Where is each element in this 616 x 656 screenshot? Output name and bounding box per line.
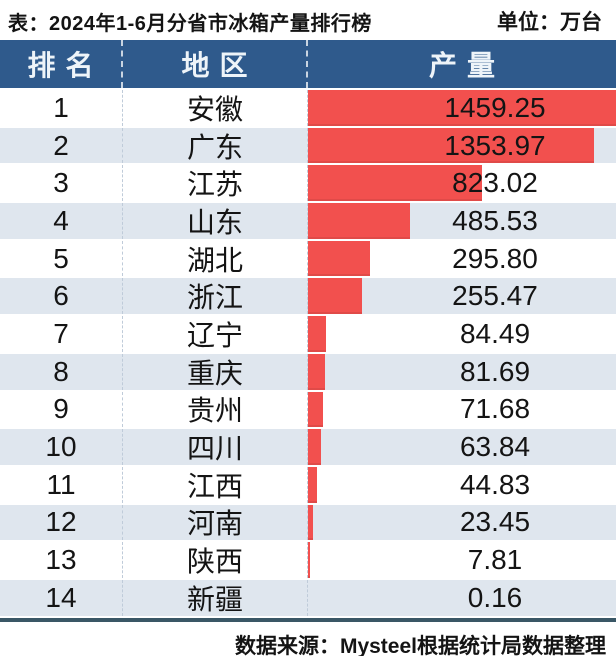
table-row: 7 辽宁 84.49 [0, 316, 616, 352]
region-cell: 贵州 [123, 391, 308, 428]
value-label: 0.16 [467, 581, 523, 613]
column-header-region: 地区 [123, 40, 308, 88]
value-label: 63.84 [459, 431, 531, 463]
title-bar: 表：2024年1-6月分省市冰箱产量排行榜 单位：万台 [0, 0, 616, 40]
value-label: 1459.25 [444, 91, 546, 123]
value-label: 84.49 [459, 317, 531, 349]
region-cell: 河南 [123, 504, 308, 541]
region-cell: 江西 [123, 466, 308, 503]
region-cell: 山东 [123, 203, 308, 239]
rank-cell: 3 [0, 165, 123, 202]
value-cell: 485.53 [308, 203, 616, 239]
value-cell: 295.80 [308, 240, 616, 277]
value-bar [308, 203, 411, 239]
table-row: 11 江西 44.83 [0, 466, 616, 503]
value-label: 295.80 [452, 242, 538, 274]
table-header-row: 排名 地区 产量 [0, 40, 616, 88]
value-label: 71.68 [459, 393, 531, 425]
value-cell: 71.68 [308, 391, 616, 428]
value-bar [308, 240, 371, 277]
rank-cell: 10 [0, 429, 123, 465]
table-row: 2 广东 1353.97 [0, 127, 616, 164]
value-label: 44.83 [459, 468, 531, 500]
table-row: 9 贵州 71.68 [0, 391, 616, 428]
value-bar [308, 429, 322, 465]
rank-cell: 9 [0, 391, 123, 428]
value-cell: 255.47 [308, 278, 616, 315]
value-label: 255.47 [452, 280, 538, 312]
page-title: 表：2024年1-6月分省市冰箱产量排行榜 [8, 12, 372, 35]
region-cell: 陕西 [123, 542, 308, 578]
table-row: 3 江苏 823.02 [0, 165, 616, 202]
rank-cell: 11 [0, 466, 123, 503]
value-bar [308, 504, 313, 541]
region-cell: 浙江 [123, 278, 308, 315]
value-cell: 7.81 [308, 542, 616, 578]
rank-cell: 13 [0, 542, 123, 578]
unit-label: 单位：万台 [497, 11, 602, 34]
data-source-note: 数据来源：Mysteel根据统计局数据整理 [234, 634, 606, 656]
table-bottom-border [0, 617, 616, 622]
value-cell: 81.69 [308, 353, 616, 390]
value-bar [308, 466, 318, 503]
value-label: 1353.97 [444, 129, 546, 161]
table-row: 10 四川 63.84 [0, 429, 616, 465]
table-row: 8 重庆 81.69 [0, 353, 616, 390]
ranking-table: 排名 地区 产量 1 安徽 1459.25 2 广东 1353.97 3 江苏 823.02 4 山… [0, 40, 616, 622]
value-cell: 823.02 [308, 165, 616, 202]
column-header-rank: 排名 [0, 40, 123, 88]
region-cell: 新疆 [123, 579, 308, 616]
rank-cell: 12 [0, 504, 123, 541]
rank-cell: 7 [0, 316, 123, 352]
value-bar [308, 316, 326, 352]
region-cell: 江苏 [123, 165, 308, 202]
value-label: 23.45 [459, 506, 531, 538]
value-bar [308, 90, 616, 126]
rank-cell: 8 [0, 353, 123, 390]
value-bar [308, 542, 310, 578]
table-row: 1 安徽 1459.25 [0, 90, 616, 126]
value-bar [308, 391, 324, 428]
value-label: 81.69 [459, 355, 531, 387]
table-row: 5 湖北 295.80 [0, 240, 616, 277]
value-bar [308, 127, 594, 164]
rank-cell: 2 [0, 127, 123, 164]
rank-cell: 4 [0, 203, 123, 239]
value-label: 485.53 [452, 204, 538, 236]
table-row: 6 浙江 255.47 [0, 278, 616, 315]
value-cell: 63.84 [308, 429, 616, 465]
value-cell: 1353.97 [308, 127, 616, 164]
table-row: 4 山东 485.53 [0, 203, 616, 239]
table-row: 14 新疆 0.16 [0, 579, 616, 616]
value-cell: 84.49 [308, 316, 616, 352]
table-body: 1 安徽 1459.25 2 广东 1353.97 3 江苏 823.02 4 山东 485.53 5 湖… [0, 90, 616, 616]
region-cell: 辽宁 [123, 316, 308, 352]
value-bar [308, 278, 362, 315]
rank-cell: 6 [0, 278, 123, 315]
rank-cell: 5 [0, 240, 123, 277]
region-cell: 重庆 [123, 353, 308, 390]
region-cell: 四川 [123, 429, 308, 465]
region-cell: 安徽 [123, 90, 308, 126]
region-cell: 广东 [123, 127, 308, 164]
value-cell: 1459.25 [308, 90, 616, 126]
table-row: 12 河南 23.45 [0, 504, 616, 541]
rank-cell: 14 [0, 579, 123, 616]
column-header-output: 产量 [428, 50, 505, 81]
value-label: 823.02 [452, 167, 538, 199]
value-cell: 23.45 [308, 504, 616, 541]
value-bar [308, 165, 482, 202]
value-label: 7.81 [467, 544, 523, 576]
table-row: 13 陕西 7.81 [0, 542, 616, 578]
value-bar [308, 353, 326, 390]
value-cell: 0.16 [308, 579, 616, 616]
value-cell: 44.83 [308, 466, 616, 503]
rank-cell: 1 [0, 90, 123, 126]
region-cell: 湖北 [123, 240, 308, 277]
